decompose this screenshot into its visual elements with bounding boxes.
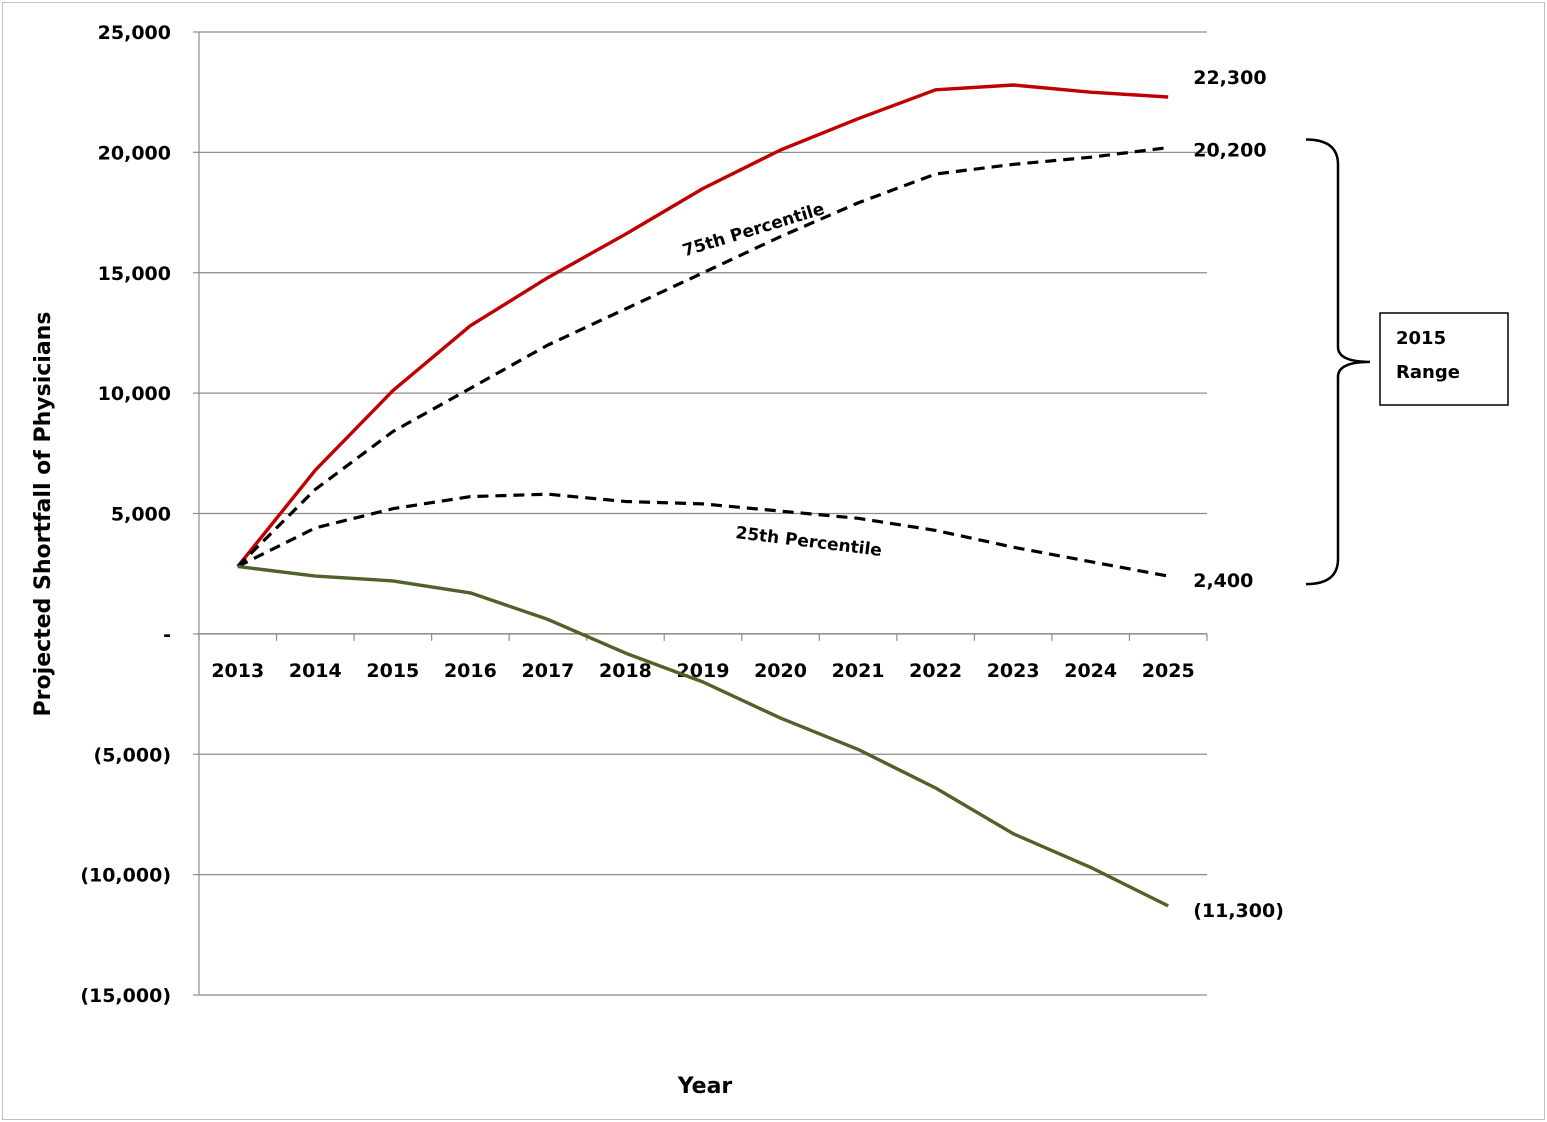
x-tick-label: 2022 bbox=[909, 660, 962, 682]
series-lines bbox=[236, 83, 1169, 908]
y-tick-label: 20,000 bbox=[98, 142, 171, 164]
range-label-year: 2015 bbox=[1396, 328, 1446, 349]
label-75th-percentile: 75th Percentile bbox=[680, 199, 827, 261]
series-25th-line bbox=[237, 492, 1169, 578]
series-green-line bbox=[237, 564, 1169, 908]
range-label-word: Range bbox=[1396, 362, 1460, 383]
x-tick-label: 2024 bbox=[1064, 660, 1117, 682]
y-axis-title: Projected Shortfall of Physicians bbox=[31, 312, 56, 717]
x-tick-label: 2020 bbox=[754, 660, 807, 682]
y-tick-label: (15,000) bbox=[80, 985, 171, 1007]
x-tick-label: 2014 bbox=[289, 660, 342, 682]
label-25th-percentile: 25th Percentile bbox=[734, 523, 883, 561]
x-tick-label: 2017 bbox=[521, 660, 574, 682]
series-75th-end-label: 20,200 bbox=[1193, 140, 1266, 162]
x-tick-label: 2015 bbox=[366, 660, 419, 682]
x-tick-label: 2016 bbox=[444, 660, 497, 682]
y-tick-label: 15,000 bbox=[98, 263, 171, 285]
range-annotation: 2015 Range bbox=[1305, 138, 1509, 586]
range-brace bbox=[1305, 138, 1371, 586]
series-green-end-label: (11,300) bbox=[1193, 900, 1284, 922]
series-25th-end-label: 2,400 bbox=[1193, 570, 1253, 592]
x-tick-label: 2021 bbox=[832, 660, 885, 682]
x-axis-title: Year bbox=[677, 1074, 733, 1099]
x-tick-label: 2025 bbox=[1142, 660, 1195, 682]
x-tick-label: 2019 bbox=[677, 660, 730, 682]
series-75th-line bbox=[236, 146, 1169, 568]
y-tick-label: (10,000) bbox=[80, 865, 171, 887]
y-tick-label: 25,000 bbox=[98, 22, 171, 44]
y-tick-label: (5,000) bbox=[94, 744, 171, 766]
y-tick-label: - bbox=[163, 624, 171, 646]
y-tick-label: 5,000 bbox=[111, 504, 171, 526]
y-tick-labels: 25,000 20,000 15,000 10,000 5,000 - (5,000) (10… bbox=[80, 22, 171, 1007]
series-red-end-label: 22,300 bbox=[1193, 67, 1266, 89]
x-tick-label: 2023 bbox=[987, 660, 1040, 682]
x-tick-labels: 2013 2014 2015 2016 2017 2018 2019 2020 2021 2022… bbox=[211, 660, 1194, 682]
x-tick-label: 2018 bbox=[599, 660, 652, 682]
data-labels: 22,300 20,200 2,400 (11,300) 75th Percentile… bbox=[680, 67, 1284, 922]
x-tick-label: 2013 bbox=[211, 660, 264, 682]
range-box bbox=[1379, 312, 1509, 406]
series-red-line bbox=[236, 83, 1169, 568]
axes bbox=[193, 31, 1208, 996]
y-tick-label: 10,000 bbox=[98, 383, 171, 405]
